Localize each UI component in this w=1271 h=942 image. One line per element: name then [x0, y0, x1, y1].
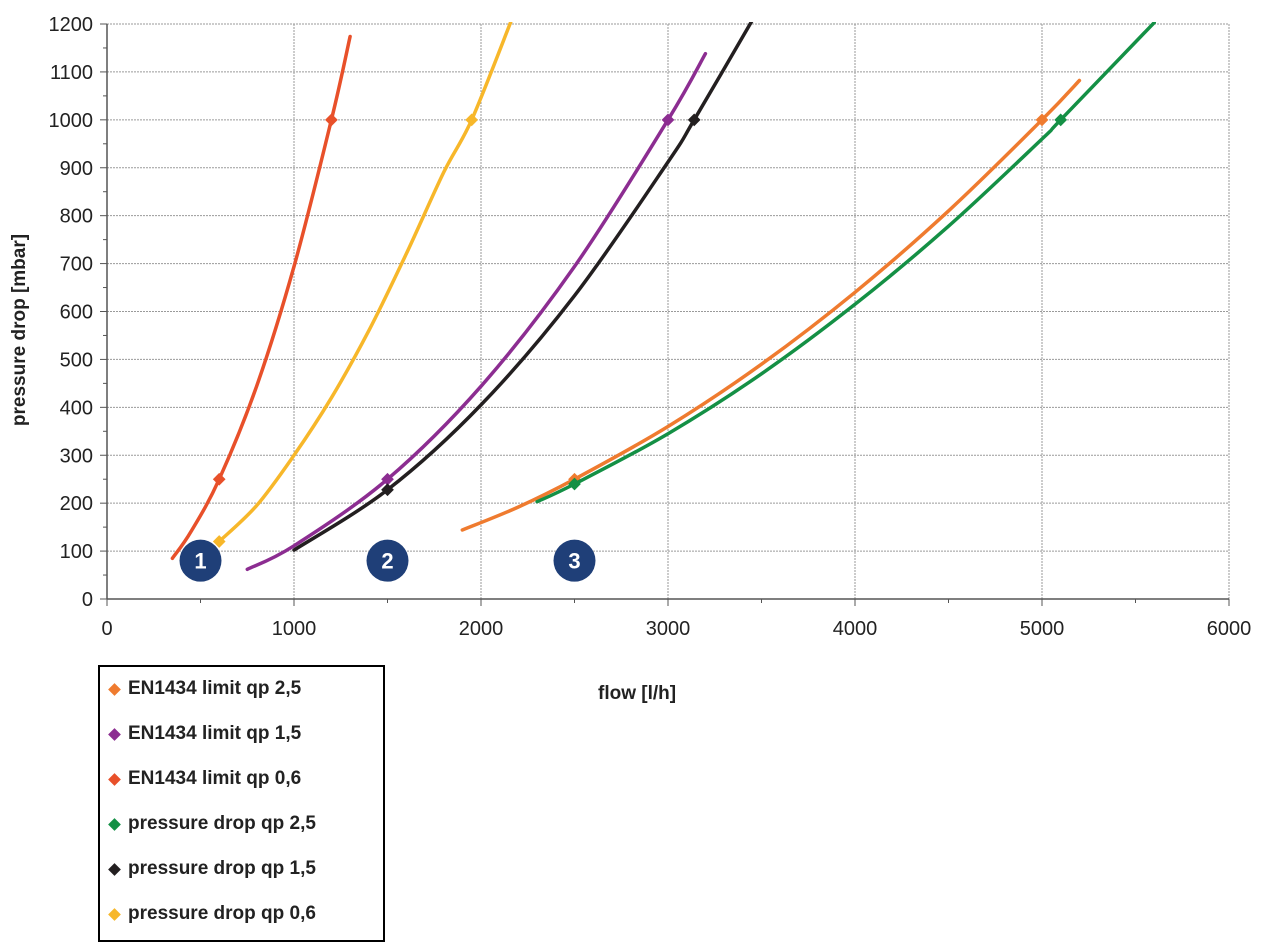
- legend-item: pressure drop qp 0,6: [108, 902, 316, 926]
- y-tick-label: 0: [82, 589, 93, 611]
- y-tick-label: 200: [60, 493, 93, 515]
- legend-label: pressure drop qp 0,6: [128, 903, 316, 924]
- x-axis-label: flow [l/h]: [598, 683, 677, 704]
- axes: 0100200300400500600700800900100011001200…: [49, 14, 1252, 640]
- series-line: [535, 22, 1156, 504]
- annotation-badge: [179, 539, 222, 582]
- y-tick-label: 1000: [49, 110, 94, 132]
- series-line: [245, 51, 708, 572]
- x-tick-label: 3000: [646, 618, 691, 640]
- y-tick-label: 1100: [50, 62, 93, 84]
- series-group: [535, 22, 1156, 504]
- y-axis-label: pressure drop [mbar]: [9, 233, 30, 427]
- y-tick-label: 600: [60, 302, 93, 324]
- legend: EN1434 limit qp 2,5 EN1434 limit qp 1,5 …: [98, 665, 385, 942]
- legend-label: EN1434 limit qp 0,6: [128, 768, 302, 789]
- grid: [107, 23, 1230, 599]
- legend-item: EN1434 limit qp 1,5: [108, 722, 302, 746]
- series-group: [292, 22, 754, 552]
- series-marker: [381, 483, 394, 497]
- series-group: [170, 34, 352, 561]
- series-line: [460, 78, 1082, 532]
- series-marker: [465, 113, 479, 127]
- legend-label: pressure drop qp 1,5: [128, 858, 316, 879]
- annotation-label: 3: [568, 549, 580, 574]
- legend-marker: [108, 682, 121, 696]
- legend-marker: [108, 907, 121, 921]
- legend-label: EN1434 limit qp 2,5: [128, 678, 302, 699]
- x-tick-label: 6000: [1207, 618, 1252, 640]
- legend-item: EN1434 limit qp 2,5: [108, 677, 302, 701]
- series-group: [212, 22, 513, 548]
- legend-item: pressure drop qp 1,5: [108, 857, 316, 881]
- y-tick-label: 900: [60, 158, 93, 180]
- annotation-label: 2: [381, 549, 393, 574]
- legend-item: EN1434 limit qp 0,6: [108, 767, 302, 791]
- y-tick-label: 400: [60, 397, 93, 419]
- annotations: 1 2 3: [179, 539, 596, 582]
- x-tick-label: 1000: [272, 618, 317, 640]
- y-tick-label: 500: [60, 349, 93, 371]
- series-marker: [381, 472, 394, 486]
- legend-marker: [108, 817, 121, 831]
- series-marker: [212, 472, 226, 486]
- y-tick-label: 100: [60, 541, 93, 563]
- annotation-badge: [553, 539, 596, 582]
- annotation-badge: [366, 539, 409, 582]
- legend-marker: [108, 772, 121, 786]
- y-tick-label: 700: [60, 254, 93, 276]
- series-marker: [325, 113, 338, 127]
- legend-item: pressure drop qp 2,5: [108, 812, 316, 836]
- annotation-label: 1: [194, 549, 206, 574]
- legend-marker: [108, 862, 121, 876]
- legend-marker: [108, 727, 121, 741]
- series-line: [170, 34, 352, 561]
- x-tick-label: 5000: [1020, 618, 1065, 640]
- y-tick-label: 300: [60, 445, 93, 467]
- legend-label: pressure drop qp 2,5: [128, 813, 316, 834]
- series-group: [460, 78, 1082, 532]
- series-group: [245, 51, 708, 572]
- x-tick-label: 2000: [459, 618, 504, 640]
- series-layer: [170, 22, 1156, 572]
- x-tick-label: 0: [101, 618, 112, 640]
- y-tick-label: 1200: [49, 14, 94, 36]
- series-line: [217, 22, 513, 544]
- y-tick-label: 800: [60, 206, 93, 228]
- series-line: [292, 22, 754, 552]
- x-tick-label: 4000: [833, 618, 878, 640]
- legend-label: EN1434 limit qp 1,5: [128, 723, 302, 744]
